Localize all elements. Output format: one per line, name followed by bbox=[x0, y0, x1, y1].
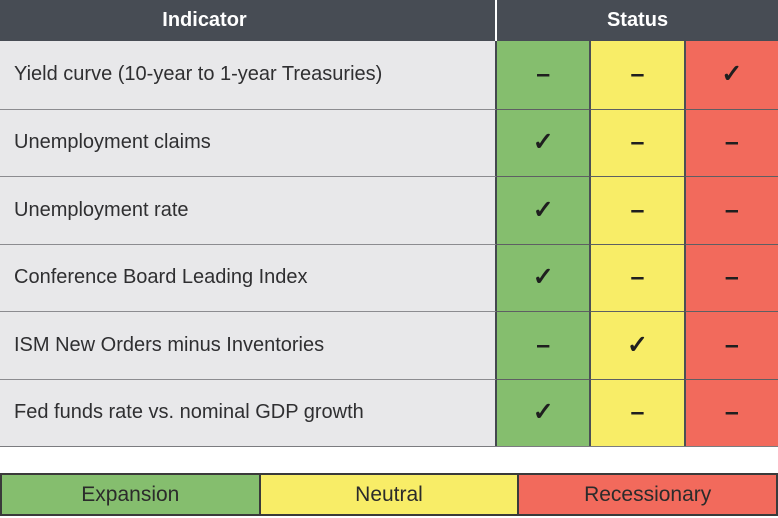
legend-expansion: Expansion bbox=[2, 475, 259, 514]
check-mark: ✓ bbox=[532, 263, 554, 292]
expansion-status-cell: ✓ bbox=[497, 176, 590, 244]
status-mark: – bbox=[724, 195, 739, 224]
neutral-status-cell: – bbox=[589, 243, 684, 311]
expansion-status-cell: ✓ bbox=[497, 108, 590, 176]
expansion-status-cell: – bbox=[497, 41, 590, 109]
status-mark: – bbox=[724, 263, 739, 292]
table-row: Unemployment claims ✓ – – bbox=[0, 108, 778, 176]
table-header-row: Indicator Status bbox=[0, 0, 778, 41]
legend-recessionary: Recessionary bbox=[517, 475, 777, 514]
status-mark: – bbox=[536, 60, 551, 89]
expansion-status-cell: ✓ bbox=[497, 378, 590, 446]
status-legend: Expansion Neutral Recessionary bbox=[0, 473, 778, 516]
status-column-header: Status bbox=[606, 9, 669, 31]
check-mark: ✓ bbox=[721, 60, 743, 89]
status-mark: – bbox=[536, 330, 551, 359]
check-mark: ✓ bbox=[532, 128, 554, 157]
status-mark: – bbox=[724, 128, 739, 157]
check-mark: ✓ bbox=[532, 195, 554, 224]
status-mark: – bbox=[630, 195, 645, 224]
table-legend-gap bbox=[0, 447, 778, 473]
table-row: ISM New Orders minus Inventories – ✓ – bbox=[0, 311, 778, 379]
status-mark: – bbox=[724, 330, 739, 359]
indicator-cell: Fed funds rate vs. nominal GDP growth bbox=[0, 378, 497, 446]
table-row: Fed funds rate vs. nominal GDP growth ✓ … bbox=[0, 378, 778, 446]
neutral-status-cell: – bbox=[589, 41, 684, 109]
status-mark: – bbox=[630, 60, 645, 89]
table-row: Yield curve (10-year to 1-year Treasurie… bbox=[0, 41, 778, 109]
legend-neutral: Neutral bbox=[258, 475, 518, 514]
indicator-cell: Unemployment claims bbox=[0, 108, 497, 176]
recessionary-status-cell: – bbox=[683, 176, 778, 244]
status-mark: – bbox=[724, 398, 739, 427]
table-row: Conference Board Leading Index ✓ – – bbox=[0, 243, 778, 311]
status-mark: – bbox=[630, 398, 645, 427]
recessionary-status-cell: – bbox=[683, 378, 778, 446]
table-row: Unemployment rate ✓ – – bbox=[0, 176, 778, 244]
neutral-status-cell: – bbox=[589, 108, 684, 176]
recessionary-status-cell: ✓ bbox=[683, 41, 778, 109]
check-mark: ✓ bbox=[627, 330, 648, 359]
status-mark: – bbox=[630, 128, 645, 157]
neutral-status-cell: – bbox=[589, 176, 684, 244]
expansion-status-cell: – bbox=[497, 311, 590, 379]
indicator-cell: Unemployment rate bbox=[0, 176, 497, 244]
neutral-status-cell: – bbox=[589, 378, 684, 446]
recessionary-status-cell: – bbox=[683, 311, 778, 379]
status-mark: – bbox=[630, 263, 645, 292]
neutral-status-cell: ✓ bbox=[589, 311, 684, 379]
indicator-cell: ISM New Orders minus Inventories bbox=[0, 311, 497, 379]
indicator-cell: Conference Board Leading Index bbox=[0, 243, 497, 311]
indicator-column-header: Indicator bbox=[0, 0, 497, 41]
expansion-status-cell: ✓ bbox=[497, 243, 590, 311]
indicator-cell: Yield curve (10-year to 1-year Treasurie… bbox=[0, 41, 497, 109]
recessionary-status-cell: – bbox=[683, 108, 778, 176]
check-mark: ✓ bbox=[532, 398, 554, 427]
recessionary-status-cell: – bbox=[683, 243, 778, 311]
indicator-status-table: Indicator Status Yield curve (10-year to… bbox=[0, 0, 778, 447]
